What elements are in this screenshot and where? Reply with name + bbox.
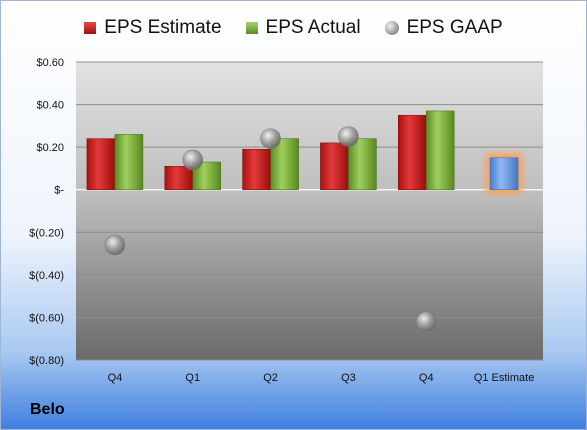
point-eps-gaap (260, 128, 281, 149)
plot-area (76, 62, 543, 360)
bar-eps-estimate (164, 166, 193, 190)
chart-legend: EPS Estimate EPS Actual EPS GAAP (0, 14, 587, 42)
legend-label-eps-gaap: EPS GAAP (406, 17, 503, 38)
company-name: Belo (30, 401, 65, 418)
point-eps-gaap (104, 234, 126, 256)
bar-eps-estimate (398, 114, 427, 190)
bar-eps-estimate (86, 138, 116, 190)
x-tick-label: Q4 (419, 372, 434, 384)
legend-swatch-eps-actual (245, 22, 258, 34)
y-tick-label: $- (54, 185, 64, 197)
bar-eps-actual (348, 138, 377, 190)
point-eps-gaap (182, 149, 204, 171)
point-eps-gaap (415, 311, 437, 332)
y-tick-label: $(0.20) (29, 227, 64, 239)
bar-q1-estimate (489, 157, 519, 190)
x-tick-label: Q1 Estimate (474, 372, 535, 384)
legend-swatch-eps-gaap (384, 21, 399, 35)
legend-swatch-eps-estimate (84, 22, 97, 34)
legend-label-eps-actual: EPS Actual (265, 17, 361, 38)
x-tick-label: Q1 (185, 372, 200, 384)
y-tick-label: $(0.80) (29, 355, 64, 367)
bar-eps-actual (426, 110, 455, 190)
y-tick-label: $0.20 (36, 142, 64, 154)
y-tick-label: $0.60 (36, 57, 64, 69)
legend-item-eps-actual: EPS Actual (245, 17, 361, 39)
bar-eps-estimate (320, 142, 349, 190)
x-tick-label: Q3 (341, 372, 356, 384)
legend-label-eps-estimate: EPS Estimate (104, 17, 222, 38)
y-tick-label: $(0.60) (29, 312, 64, 324)
bar-eps-actual (192, 161, 221, 190)
bar-eps-actual (114, 134, 144, 190)
legend-item-eps-gaap: EPS GAAP (384, 17, 503, 39)
x-tick-label: Q2 (263, 372, 278, 384)
bar-eps-estimate (242, 149, 271, 190)
x-tick-label: Q4 (108, 372, 123, 384)
y-tick-label: $0.40 (36, 100, 64, 112)
y-tick-label: $(0.40) (29, 270, 64, 282)
legend-item-eps-estimate: EPS Estimate (84, 17, 222, 39)
point-eps-gaap (338, 126, 359, 147)
